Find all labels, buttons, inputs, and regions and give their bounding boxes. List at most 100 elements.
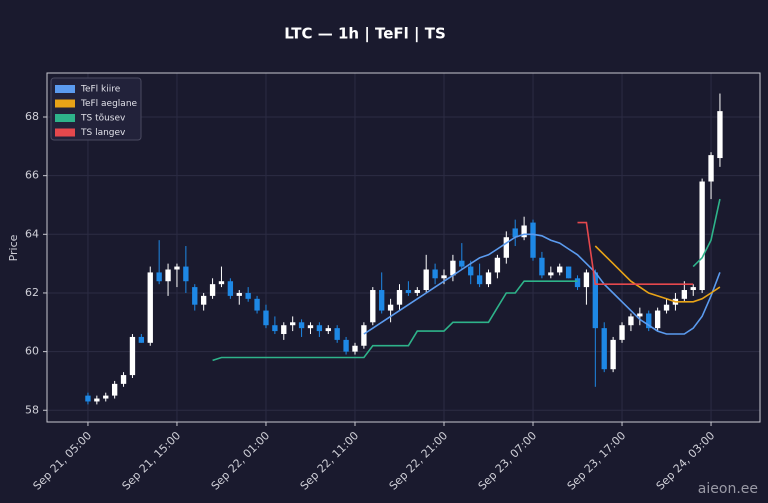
legend-box [50,77,142,141]
candle-body [263,310,269,326]
candle-body [530,222,536,258]
candle-body [200,295,207,305]
candle-body [663,304,670,311]
candle-body [539,257,545,276]
candle-body [307,325,314,329]
y-tick-label: 68 [25,110,39,123]
candle-body [646,313,652,329]
y-tick-label: 58 [25,403,39,416]
watermark: aieon.ee [698,481,758,497]
candle-body [325,328,331,332]
candle-body [699,181,705,291]
candle-body [476,275,483,285]
legend-label: TeFl kiire [80,85,121,95]
candle-body [343,339,349,352]
candle-body [557,266,563,273]
candle-body [85,395,91,402]
candle-body [298,322,305,329]
candle-body [512,228,518,238]
legend-swatch [55,85,75,93]
candle-body [654,310,661,329]
candle-body [245,292,251,299]
candle-body [565,266,572,279]
candle-body [227,281,234,296]
candle-body [120,375,127,384]
candle-body [690,287,696,291]
candle-body [156,272,162,282]
candle-body [548,272,554,276]
legend-swatch [55,99,75,108]
candle-body [94,398,100,402]
candle-body [316,325,323,332]
candle-body [485,272,492,285]
y-tick-label: 60 [25,345,39,358]
candle-body [379,290,385,311]
candle-body [370,290,376,323]
candle-body [468,266,474,276]
y-tick-label: 64 [25,227,39,240]
candle-body [129,336,136,376]
candle-body [218,281,225,285]
y-tick-label: 66 [25,169,39,182]
candle-body [521,225,527,238]
candle-body [441,275,447,279]
series-line [594,245,721,303]
candle-body [601,328,607,370]
plot-frame [46,72,761,423]
series-line [212,280,578,362]
y-axis-label: Price [7,234,20,261]
candle-body [432,269,438,279]
candle-body [174,266,180,270]
series-line [363,233,721,335]
legend-label: TS langev [80,128,126,138]
candle-body [281,325,287,335]
legend-label: TeFl aeglane [80,99,138,109]
candle-body [708,155,714,182]
legend-swatch [55,114,75,122]
candle-body [459,260,465,267]
grid [47,73,760,422]
candle-body [681,290,688,299]
candle-body [138,336,145,343]
candle-body [290,322,296,326]
candle-body [405,290,412,293]
candle-body [619,325,625,340]
candle-body [396,290,403,305]
candle-body [272,325,278,332]
candle-body [334,328,340,340]
y-tick-label: 62 [25,286,39,299]
candle-body [637,313,643,317]
legend: TeFl kiire TeFl aeglane TS tõusev TS langev [50,77,142,141]
candle-body [717,111,723,159]
legend-label: TS tõusev [80,114,126,124]
series-line [692,198,721,268]
candle-body [111,383,118,396]
candle-body [450,260,456,276]
series-line [577,221,694,285]
candle-body [423,269,429,291]
candle-body [592,272,598,329]
candle-body [236,292,242,296]
candle-body [165,269,171,282]
candle-body [628,316,634,326]
candle-body [387,304,394,311]
candle-body [183,266,189,282]
candle-body [414,290,420,293]
candle-body [583,272,590,288]
candle-body [254,298,260,311]
candle-body [147,272,153,343]
candle-body [610,339,616,370]
candle-body [503,237,509,258]
candle-body [209,284,216,296]
legend-swatch [55,128,75,137]
chart-title: LTC — 1h | TeFl | TS [284,25,446,44]
candle-body [192,287,198,305]
candle-body [494,257,501,273]
candle-body [361,325,367,346]
candle-body [574,278,581,288]
candle-body [352,345,358,352]
candle-body [103,395,109,399]
